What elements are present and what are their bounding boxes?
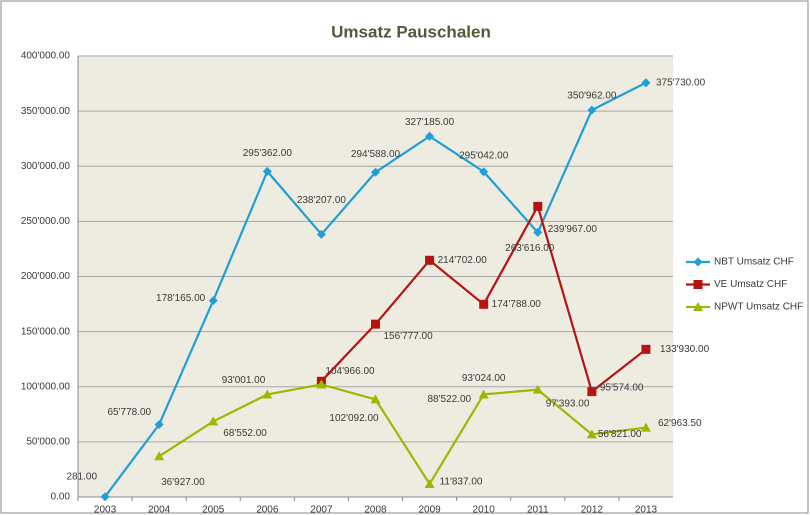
y-tick-label: 250'000.00 <box>21 216 71 227</box>
x-tick-label: 2008 <box>364 505 387 515</box>
marker <box>479 299 489 309</box>
x-tick-label: 2006 <box>256 505 279 515</box>
marker <box>316 379 327 389</box>
marker <box>262 166 272 176</box>
x-tick-label: 2005 <box>202 505 225 515</box>
marker <box>641 78 651 88</box>
y-tick-label: 0.00 <box>51 492 71 503</box>
data-label: 102'092.00 <box>329 413 379 424</box>
marker <box>262 389 273 399</box>
marker <box>316 229 326 239</box>
data-label: 327'185.00 <box>405 117 455 128</box>
data-label: 295'362.00 <box>243 148 293 159</box>
data-label: 239'967.00 <box>548 224 598 235</box>
legend-label: VE Umsatz CHF <box>714 279 787 290</box>
marker <box>693 302 703 311</box>
data-label: 238'207.00 <box>297 195 347 206</box>
data-label: 88'522.00 <box>428 394 472 405</box>
y-tick-label: 100'000.00 <box>21 381 71 392</box>
marker <box>371 319 380 329</box>
marker <box>479 167 489 177</box>
marker <box>100 492 110 502</box>
chart-title: Umsatz Pauschalen <box>331 22 491 41</box>
data-label: 104'966.00 <box>325 366 375 377</box>
x-tick-label: 2004 <box>148 505 171 515</box>
data-label: 295'042.00 <box>459 150 509 161</box>
y-tick-label: 50'000.00 <box>26 437 70 448</box>
data-label: 97'393.00 <box>546 398 590 409</box>
data-label: 263'616.00 <box>505 243 555 254</box>
marker <box>587 105 597 115</box>
y-tick-label: 350'000.00 <box>21 106 71 117</box>
x-tick-label: 2003 <box>94 505 117 515</box>
data-label: 11'837.00 <box>440 477 483 488</box>
marker <box>693 257 703 267</box>
marker <box>425 255 435 265</box>
marker <box>424 478 435 488</box>
data-label: 36'927.00 <box>161 477 205 488</box>
x-tick-label: 2010 <box>473 505 496 515</box>
data-label: 93'001.00 <box>222 375 266 386</box>
data-label: 281.00 <box>66 471 97 482</box>
marker <box>208 416 219 426</box>
data-label: 375'730.00 <box>656 77 706 88</box>
marker <box>586 429 597 439</box>
marker <box>693 280 703 289</box>
marker <box>641 344 651 354</box>
data-label: 68'552.00 <box>223 428 267 439</box>
data-label: 62'963.50 <box>658 418 702 429</box>
data-label: 93'024.00 <box>462 373 506 384</box>
legend-label: NBT Umsatz CHF <box>714 257 794 268</box>
marker <box>533 227 543 237</box>
y-tick-label: 300'000.00 <box>21 161 71 172</box>
marker <box>370 394 381 404</box>
marker <box>208 296 218 306</box>
y-tick-label: 200'000.00 <box>21 271 71 282</box>
data-label: 65'778.00 <box>108 407 152 418</box>
marker <box>533 201 543 211</box>
x-tick-label: 2009 <box>418 505 441 515</box>
data-label: 133'930.00 <box>660 344 710 355</box>
marker <box>532 384 543 394</box>
marker <box>425 131 435 141</box>
data-label: 294'588.00 <box>351 149 401 160</box>
x-tick-label: 2012 <box>581 505 604 515</box>
legend-label: NPWT Umsatz CHF <box>714 302 803 313</box>
data-label: 56'821.00 <box>598 429 642 440</box>
marker <box>478 389 489 399</box>
data-label: 214'702.00 <box>438 255 488 266</box>
y-tick-label: 400'000.00 <box>21 51 71 62</box>
marker <box>640 422 651 432</box>
data-label: 156'777.00 <box>384 331 434 342</box>
x-tick-label: 2011 <box>527 505 549 515</box>
data-label: 350'962.00 <box>567 91 617 102</box>
x-tick-label: 2013 <box>635 505 658 515</box>
x-tick-label: 2007 <box>310 505 333 515</box>
data-label: 174'788.00 <box>492 299 542 310</box>
y-tick-label: 150'000.00 <box>21 326 71 337</box>
data-label: 178'165.00 <box>156 293 206 304</box>
data-label: 95'574.00 <box>600 382 644 393</box>
marker <box>371 167 380 177</box>
marker <box>154 451 165 461</box>
series-line <box>158 383 647 487</box>
marker <box>154 419 164 429</box>
marker <box>587 387 597 397</box>
